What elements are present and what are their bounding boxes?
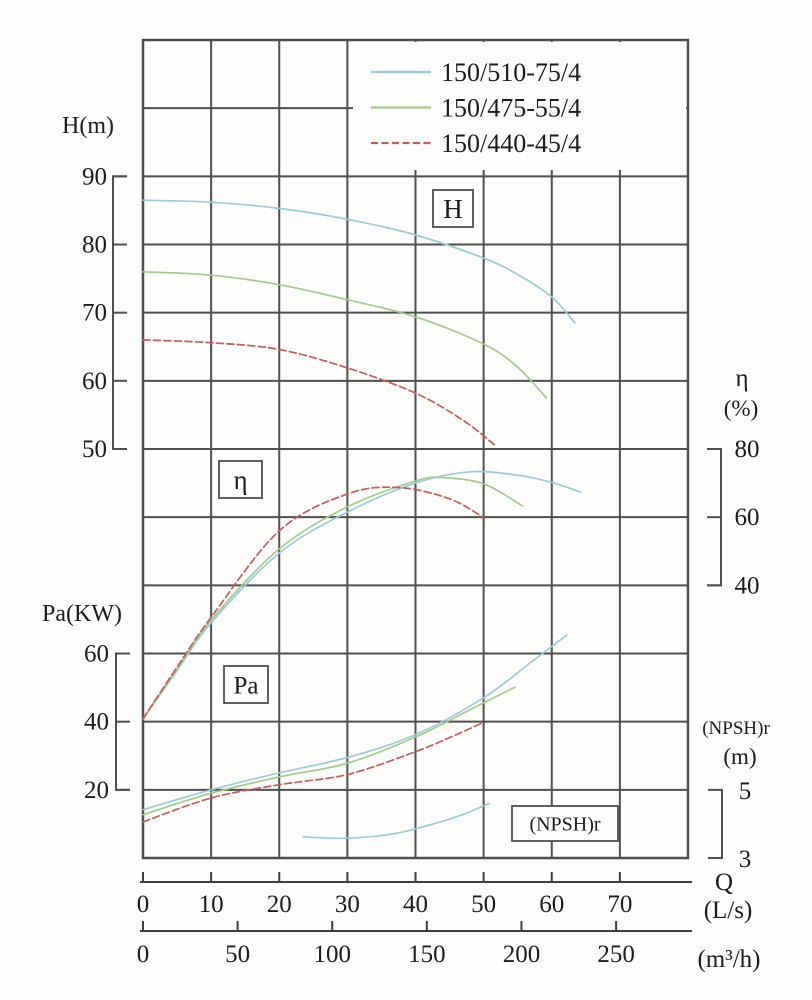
h-axis-tick-label: 60 — [82, 368, 107, 395]
pa-axis-title: Pa(KW) — [42, 601, 122, 627]
npsh-curves-label: (NPSH)r — [529, 814, 600, 836]
legend-label-150/475-55/4: 150/475-55/4 — [441, 94, 581, 123]
x-axis-m3h-tick-label: 250 — [597, 941, 635, 968]
x-axis-m3h-tick-label: 150 — [408, 941, 446, 968]
x-axis-m3h-tick-label: 100 — [313, 941, 351, 968]
h-axis-tick-label: 90 — [82, 163, 107, 190]
power-curve-150/475-55/4 — [142, 686, 516, 816]
pa-axis-tick-label: 60 — [84, 641, 109, 668]
npsh-curves-label-box — [511, 805, 619, 842]
h-axis-tick-label: 70 — [82, 300, 107, 327]
npsh-axis-tick-label: 3 — [739, 846, 752, 873]
x-axis-ls-tick-label: 40 — [403, 891, 428, 918]
npsh-axis-tick-label: 5 — [739, 778, 752, 805]
plot-border — [141, 38, 690, 860]
legend-label-150/440-45/4: 150/440-45/4 — [441, 129, 581, 158]
h-axis-tick-label: 50 — [82, 436, 107, 463]
legend-label-150/510-75/4: 150/510-75/4 — [441, 58, 581, 87]
legend-background — [353, 42, 686, 170]
npsh-curve-150/510-75/4 — [302, 802, 490, 840]
efficiency-curve-150/440-45/4 — [142, 486, 485, 720]
x-axis-m3h-tick-label: 200 — [503, 941, 541, 968]
h-axis-title: H(m) — [62, 113, 114, 139]
x-axis-ls-unit: (L/s) — [704, 897, 753, 924]
x-axis-m3h-unit: (m³/h) — [697, 946, 760, 973]
head-curve-150/440-45/4 — [142, 339, 496, 446]
efficiency-curves-label: η — [233, 465, 247, 495]
h-axis-tick-label: 80 — [82, 232, 107, 259]
head-curve-150/510-75/4 — [142, 199, 576, 324]
eta-axis-title: η — [735, 365, 748, 392]
efficiency-curves-label-box — [218, 460, 263, 499]
x-axis-ls-tick-label: 0 — [137, 891, 150, 918]
power-curve-150/510-75/4 — [142, 634, 568, 811]
power-curve-150/440-45/4 — [142, 721, 485, 823]
efficiency-curve-150/475-55/4 — [142, 476, 524, 720]
head-curves-label-box — [432, 189, 474, 228]
pa-axis-tick-label: 40 — [84, 709, 109, 736]
x-axis-ls-tick-label: 50 — [471, 891, 496, 918]
power-curves-label: Pa — [234, 673, 259, 700]
x-axis-ls-tick-label: 60 — [539, 891, 564, 918]
x-axis-m3h-tick-label: 0 — [137, 941, 150, 968]
pa-axis-tick-label: 20 — [84, 777, 109, 804]
x-axis-ls-tick-label: 20 — [267, 891, 292, 918]
x-axis-label-q: Q — [715, 869, 733, 896]
x-axis-m3h-tick-label: 50 — [225, 941, 250, 968]
npsh-axis-title: (NPSH)r — [702, 718, 770, 739]
efficiency-curve-150/510-75/4 — [142, 470, 582, 720]
eta-axis-tick-label: 80 — [735, 436, 760, 463]
power-curves-label-box — [223, 665, 269, 704]
eta-axis-tick-label: 40 — [735, 572, 760, 599]
eta-axis-tick-label: 60 — [735, 504, 760, 531]
x-axis-ls-tick-label: 10 — [199, 891, 224, 918]
x-axis-ls-tick-label: 70 — [607, 891, 632, 918]
head-curves-label: H — [443, 194, 463, 224]
eta-axis-unit: (%) — [724, 396, 758, 421]
npsh-axis-unit: (m) — [723, 744, 756, 769]
x-axis-ls-tick-label: 30 — [335, 891, 360, 918]
npsh-axis-bracket — [708, 788, 723, 859]
head-curve-150/475-55/4 — [142, 270, 548, 399]
